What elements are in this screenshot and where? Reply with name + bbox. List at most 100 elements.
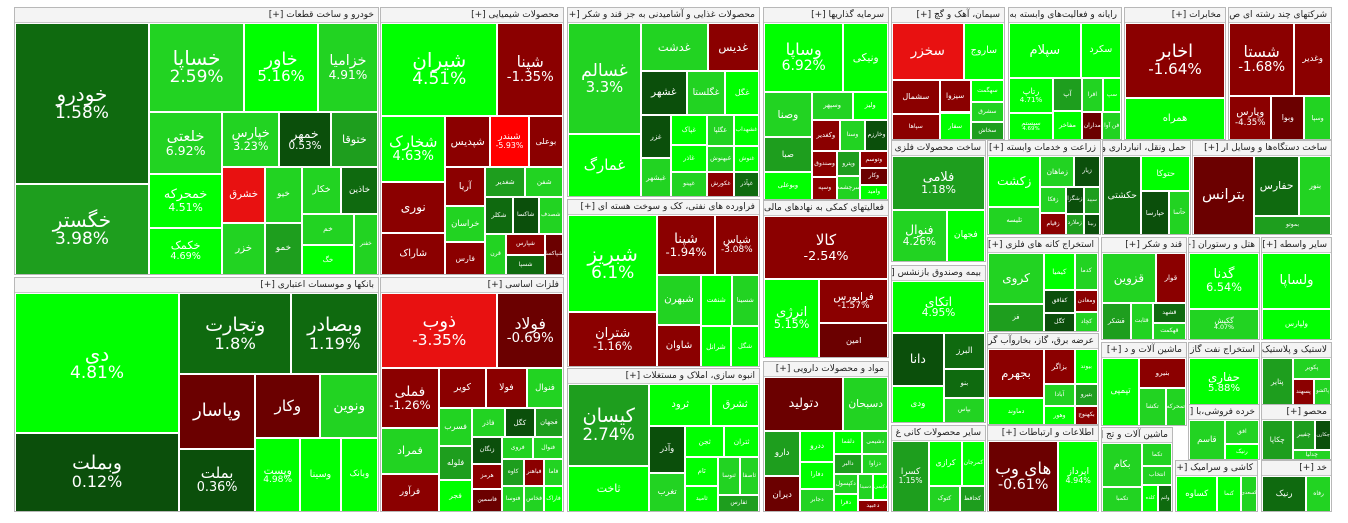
stock-tile[interactable]: خزر — [222, 223, 265, 274]
stock-tile[interactable]: حتوکا — [1141, 156, 1190, 192]
stock-tile[interactable]: ولپارس — [1262, 308, 1331, 339]
stock-tile[interactable]: ثشرق — [711, 384, 759, 427]
stock-tile[interactable]: کویر — [438, 368, 486, 408]
stock-tile[interactable]: دیران — [764, 476, 801, 511]
stock-tile[interactable]: تمحرکه — [1165, 388, 1186, 425]
sector-title[interactable]: سیمان، آهک و گچ [+] — [892, 8, 1004, 23]
stock-tile[interactable]: ثفارس — [718, 495, 759, 511]
stock-tile[interactable]: نوری — [381, 182, 446, 234]
stock-tile[interactable]: فروی — [502, 437, 534, 459]
stock-tile[interactable]: کمرجان — [961, 441, 985, 486]
stock-tile[interactable]: کدما — [1074, 253, 1098, 290]
stock-tile[interactable]: بتیرو — [1074, 384, 1098, 406]
stock-tile[interactable]: بیوند — [1074, 349, 1098, 385]
stock-tile[interactable]: ثنوسا — [718, 457, 740, 496]
stock-tile[interactable]: البرز — [943, 333, 985, 370]
stock-tile[interactable]: وپاسار — [179, 373, 256, 449]
stock-tile[interactable]: ونوین — [320, 373, 378, 438]
stock-tile[interactable]: فتوسا — [502, 485, 525, 511]
stock-tile[interactable]: افق — [1224, 420, 1259, 444]
stock-tile[interactable]: کروی — [988, 253, 1045, 304]
stock-tile[interactable]: دفرا — [833, 493, 858, 511]
stock-tile[interactable]: سخزر — [892, 23, 964, 80]
stock-tile[interactable]: مداران — [1081, 112, 1103, 139]
stock-tile[interactable]: سشمال — [892, 80, 940, 114]
stock-tile[interactable]: کحافظ — [959, 485, 985, 511]
stock-tile[interactable]: دماوند — [988, 397, 1045, 424]
stock-tile[interactable]: غدشت — [640, 23, 708, 71]
stock-tile[interactable]: بملت 0.36% — [179, 448, 256, 511]
stock-tile[interactable]: حفاری 5.88% — [1189, 358, 1259, 407]
stock-tile[interactable]: انرژی 5.15% — [764, 278, 820, 357]
stock-tile[interactable]: دالبر — [833, 454, 863, 475]
stock-tile[interactable]: شخارک 4.63% — [381, 115, 446, 183]
stock-tile[interactable]: شاوان — [657, 324, 701, 366]
stock-tile[interactable]: خفنر — [353, 213, 378, 274]
stock-tile[interactable]: های وب -0.61% — [988, 441, 1059, 511]
sector-title[interactable]: بیمه وصندوق بازنشس [+] — [892, 266, 985, 281]
stock-tile[interactable]: فاسمین — [472, 488, 503, 511]
stock-tile[interactable]: کلده — [1142, 484, 1159, 511]
stock-tile[interactable]: غاذر — [671, 144, 707, 172]
sector-title[interactable]: فراورده های نفتی، کک و سوخت هسته ای [+] — [568, 200, 759, 215]
stock-tile[interactable]: وصنا — [764, 91, 812, 137]
stock-tile[interactable]: وتوسم — [859, 151, 888, 169]
stock-tile[interactable]: ساروج — [963, 23, 1004, 80]
stock-tile[interactable]: بنو — [943, 369, 985, 399]
stock-tile[interactable]: کفاقق — [1044, 289, 1075, 313]
stock-tile[interactable]: دتولید — [764, 377, 844, 431]
sector-title[interactable]: حمل ونقل، انبارداری و ارتباطات [+] — [1103, 141, 1190, 156]
stock-tile[interactable]: حپارسا — [1141, 191, 1169, 234]
stock-tile[interactable]: پکویر — [1292, 358, 1331, 379]
stock-tile[interactable]: وسینا — [300, 437, 341, 511]
stock-tile[interactable]: شسینا — [731, 274, 759, 326]
stock-tile[interactable]: دکیمی — [873, 474, 888, 501]
stock-tile[interactable]: زشگزا — [1065, 187, 1084, 214]
stock-tile[interactable]: قشکر — [1102, 302, 1131, 339]
stock-tile[interactable]: قثابت — [1130, 302, 1153, 339]
stock-tile[interactable]: سیزوا — [939, 80, 971, 113]
stock-tile[interactable]: آبادا — [1044, 384, 1075, 407]
stock-tile[interactable]: پاکشو — [1314, 378, 1331, 404]
sector-title[interactable]: رایانه و فعالیت‌های وابسته به [+] — [1009, 8, 1121, 23]
stock-tile[interactable]: تکما — [1142, 443, 1172, 467]
stock-tile[interactable]: ومعادن — [1074, 289, 1098, 313]
stock-tile[interactable]: خیو — [264, 167, 302, 223]
stock-tile[interactable]: کساوه — [1176, 476, 1218, 511]
sector-title[interactable]: ساخت دستگاه‌ها و وسایل ار [+] — [1193, 141, 1331, 156]
stock-tile[interactable]: تلیسه — [988, 206, 1041, 234]
stock-tile[interactable]: دعبید — [857, 500, 888, 511]
stock-tile[interactable]: فاراک — [543, 486, 563, 511]
stock-tile[interactable]: ولساپا — [1262, 253, 1331, 309]
stock-tile[interactable]: شپنا -1.35% — [497, 23, 563, 116]
stock-tile[interactable]: وبانک — [340, 437, 378, 511]
stock-tile[interactable]: فجهان — [946, 210, 985, 261]
stock-tile[interactable]: وهور — [1044, 406, 1075, 424]
stock-tile[interactable]: دانا — [892, 333, 944, 386]
stock-tile[interactable]: وپارس -4.35% — [1229, 95, 1272, 139]
stock-tile[interactable]: فجهان — [534, 407, 563, 438]
stock-tile[interactable]: رفاه — [1306, 476, 1331, 511]
stock-tile[interactable]: شاراک — [381, 233, 446, 274]
stock-tile[interactable]: فجر — [438, 480, 473, 511]
stock-tile[interactable]: غدیس — [707, 23, 759, 71]
stock-tile[interactable]: چکارن — [1315, 420, 1331, 451]
stock-tile[interactable]: دلقما — [833, 430, 863, 455]
stock-tile[interactable]: مفاخر — [1053, 111, 1082, 139]
sector-title[interactable]: هتل و رستوران [+] — [1189, 238, 1259, 253]
sector-title[interactable]: سرمایه گذاریها [+] — [764, 8, 888, 23]
stock-tile[interactable]: غمارگ — [568, 134, 641, 196]
stock-tile[interactable]: سپلام — [1009, 23, 1081, 78]
sector-title[interactable]: انبوه سازی، املاک و مستغلات [+] — [568, 369, 759, 384]
stock-tile[interactable]: بترانس — [1193, 156, 1255, 234]
stock-tile[interactable]: فنوال — [526, 368, 563, 408]
stock-tile[interactable]: شفن — [525, 166, 563, 197]
stock-tile[interactable]: شتران -1.16% — [568, 312, 658, 366]
stock-tile[interactable]: کسرا 1.15% — [892, 441, 930, 511]
stock-tile[interactable]: کیسان 2.74% — [568, 384, 650, 466]
stock-tile[interactable]: فخاس — [524, 486, 544, 511]
stock-tile[interactable]: وپست 4.98% — [255, 437, 301, 511]
stock-tile[interactable]: زنگان — [472, 437, 503, 464]
stock-tile[interactable]: وخارزم — [865, 119, 888, 152]
stock-tile[interactable]: غپآذر — [734, 172, 759, 196]
